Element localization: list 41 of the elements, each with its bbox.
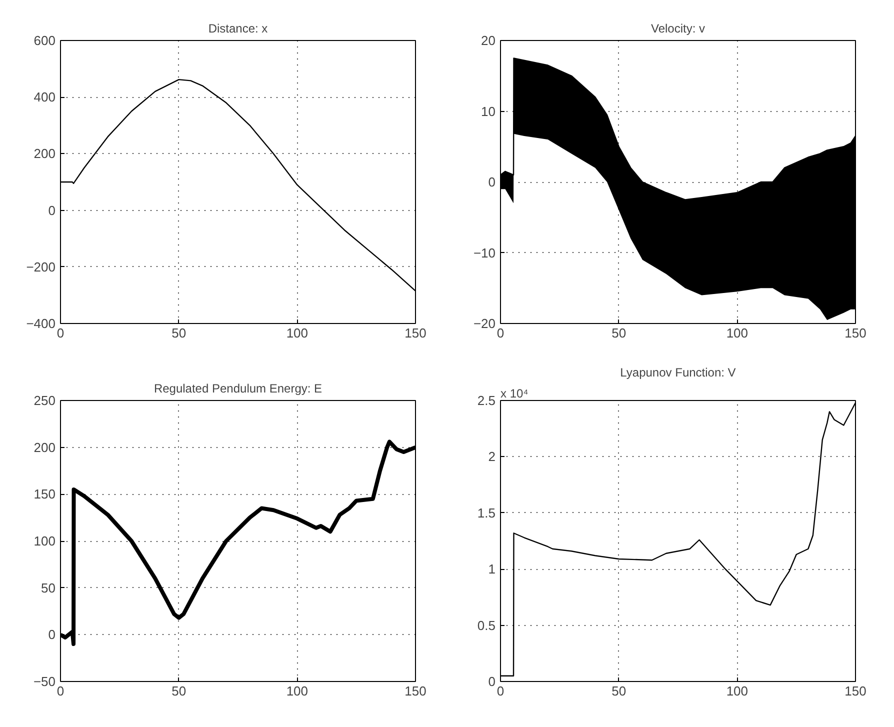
y-tick-label: 1.5	[477, 505, 496, 520]
y-tick-label: 20	[481, 33, 496, 48]
y-tick-label: 0	[48, 627, 56, 642]
y-tick-label: 0	[488, 174, 496, 190]
x-tick-label: 50	[612, 326, 626, 340]
y-tick-label: 400	[34, 90, 56, 105]
chart-title: Regulated Pendulum Energy: E	[154, 382, 322, 396]
chart-title: Lyapunov Function: V	[620, 366, 736, 380]
y-tick-label: 0.5	[477, 618, 496, 633]
x-tick-label: 50	[172, 684, 186, 698]
x-tick-label: 100	[726, 684, 748, 698]
x-tick-label: 50	[612, 684, 626, 698]
y-tick-label: 0	[48, 202, 56, 218]
y-tick-label: 2	[488, 449, 496, 464]
y-tick-label: 200	[34, 146, 56, 162]
y-tick-label: −50	[33, 674, 56, 689]
x-tick-label: 150	[844, 326, 866, 340]
x-tick-label: 50	[172, 326, 186, 340]
y-tick-label: 50	[41, 580, 56, 596]
x-tick-label: 150	[404, 326, 426, 340]
y-tick-label: 2.5	[477, 393, 496, 408]
y-tick-label: −20	[473, 316, 496, 331]
y-tick-label: −10	[473, 245, 496, 260]
chart-title: Velocity: v	[650, 22, 706, 36]
y-tick-label: 200	[34, 440, 56, 455]
chart-title: Distance: x	[208, 22, 268, 36]
y-tick-label: −400	[26, 316, 56, 331]
x-tick-label: 100	[286, 684, 308, 698]
y-tick-label: 150	[34, 486, 56, 502]
y-tick-label: −200	[26, 259, 56, 274]
y-tick-label: 600	[34, 33, 56, 48]
y-tick-label: 100	[34, 534, 56, 548]
annotation: x 10⁴	[500, 386, 528, 400]
x-tick-label: 100	[286, 326, 308, 340]
y-tick-label: 10	[481, 104, 496, 119]
y-tick-label: 1	[488, 562, 496, 577]
x-tick-label: 150	[404, 684, 426, 698]
y-tick-label: 0	[488, 674, 496, 689]
y-tick-label: 250	[34, 393, 56, 408]
x-tick-label: 100	[726, 326, 748, 340]
x-tick-label: 150	[844, 684, 866, 698]
